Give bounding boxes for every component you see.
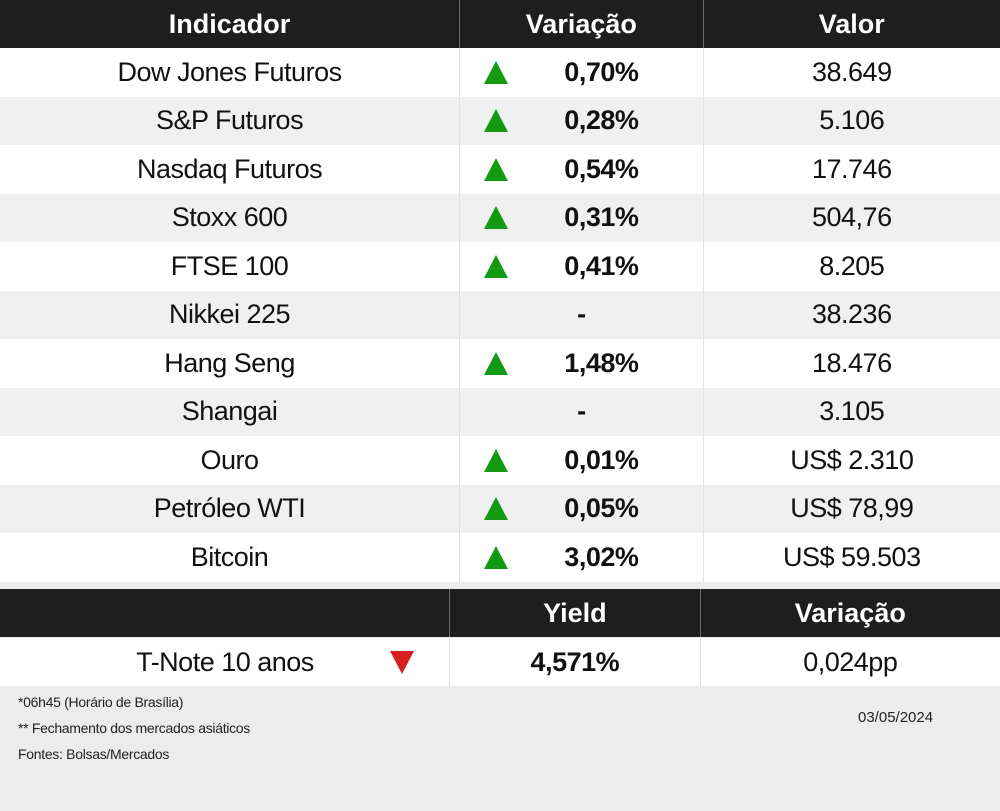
treasury-header-yield: Yield xyxy=(450,589,701,637)
indicator-name: Shangai xyxy=(0,387,461,436)
table-header: Indicador Variação Valor xyxy=(0,0,1000,48)
table-row: Bitcoin 3,02% US$ 59.503 xyxy=(0,533,1000,582)
variation-cell: - xyxy=(460,387,704,436)
variation-cell: 0,31% xyxy=(460,193,704,242)
table-row: S&P Futuros 0,28% 5.106 xyxy=(0,96,1000,145)
treasury-yield: 4,571% xyxy=(450,638,701,686)
treasury-indicator-cell: T-Note 10 anos xyxy=(0,638,451,686)
indicator-value: 38.649 xyxy=(812,56,892,87)
variation-cell: - xyxy=(460,290,704,339)
triangle-up-icon xyxy=(484,60,509,84)
variation-value: 1,48% xyxy=(564,347,639,378)
indicator-value: 8.205 xyxy=(819,250,885,281)
triangle-up-icon xyxy=(484,545,509,569)
variation-value: 0,28% xyxy=(564,105,639,136)
indicator-value: 38.236 xyxy=(812,299,892,330)
footnote-asia: ** Fechamento dos mercados asiáticos xyxy=(18,720,250,736)
treasury-header: Yield Variação xyxy=(0,589,1000,637)
triangle-down-icon xyxy=(390,650,414,674)
treasury-row: T-Note 10 anos 4,571% 0,024pp xyxy=(0,638,1000,686)
variation-cell: 0,05% xyxy=(460,484,704,533)
indicator-value: 18.476 xyxy=(812,347,892,378)
header-indicador: Indicador xyxy=(0,0,461,48)
variation-value: 0,54% xyxy=(564,153,639,184)
table-row: Nikkei 225 - 38.236 xyxy=(0,290,1000,339)
indicator-value: 5.106 xyxy=(819,105,885,136)
triangle-up-icon xyxy=(484,448,509,472)
indicator-value: US$ 78,99 xyxy=(790,493,914,524)
indicator-name: Petróleo WTI xyxy=(0,484,461,533)
variation-value: - xyxy=(577,396,586,427)
variation-value: 3,02% xyxy=(564,541,639,572)
variation-value: 0,70% xyxy=(564,56,639,87)
table-row: Dow Jones Futuros 0,70% 38.649 xyxy=(0,48,1000,97)
triangle-up-icon xyxy=(484,109,509,133)
indicator-value: US$ 59.503 xyxy=(782,541,921,572)
table-row: Ouro 0,01% US$ 2.310 xyxy=(0,436,1000,485)
variation-value: 0,41% xyxy=(564,250,639,281)
indicator-value: 17.746 xyxy=(812,153,892,184)
treasury-header-variacao: Variação xyxy=(794,597,906,628)
indicator-value: 504,76 xyxy=(812,202,892,233)
table-row: Shangai - 3.105 xyxy=(0,387,1000,436)
variation-value: - xyxy=(577,299,586,330)
indicator-value: US$ 2.310 xyxy=(790,444,914,475)
indicator-name: S&P Futuros xyxy=(0,96,461,145)
footnote-time: *06h45 (Horário de Brasília) xyxy=(18,694,184,710)
variation-value: 0,01% xyxy=(564,444,639,475)
table-row: FTSE 100 0,41% 8.205 xyxy=(0,242,1000,291)
indicator-name: Ouro xyxy=(0,436,461,485)
indicator-name: Dow Jones Futuros xyxy=(0,48,461,97)
variation-cell: 0,41% xyxy=(460,242,704,291)
indicator-value: 3.105 xyxy=(819,396,885,427)
variation-cell: 0,54% xyxy=(460,145,704,194)
variation-value: 0,31% xyxy=(564,202,639,233)
table-row: Hang Seng 1,48% 18.476 xyxy=(0,339,1000,388)
variation-cell: 0,01% xyxy=(460,436,704,485)
header-variacao: Variação xyxy=(460,0,704,48)
indicator-name: FTSE 100 xyxy=(0,242,461,291)
triangle-up-icon xyxy=(484,254,509,278)
header-valor: Valor xyxy=(818,8,885,39)
variation-value: 0,05% xyxy=(564,493,639,524)
indicator-name: Hang Seng xyxy=(0,339,461,388)
variation-cell: 1,48% xyxy=(460,339,704,388)
indicator-name: Bitcoin xyxy=(0,533,461,582)
indicator-name: Stoxx 600 xyxy=(0,193,461,242)
treasury-variacao: 0,024pp xyxy=(803,646,898,677)
triangle-up-icon xyxy=(484,351,509,375)
triangle-up-icon xyxy=(484,206,509,230)
treasury-header-blank xyxy=(0,589,451,637)
indicator-name: Nasdaq Futuros xyxy=(0,145,461,194)
triangle-up-icon xyxy=(484,157,509,181)
table-row: Nasdaq Futuros 0,54% 17.746 xyxy=(0,145,1000,194)
indicator-name: Nikkei 225 xyxy=(0,290,461,339)
indicator-table-body: Dow Jones Futuros 0,70% 38.649 S&P Futuros 0… xyxy=(0,48,1000,582)
triangle-up-icon xyxy=(484,497,509,521)
table-row: Stoxx 600 0,31% 504,76 xyxy=(0,193,1000,242)
variation-cell: 0,70% xyxy=(460,48,704,97)
treasury-indicator-label: T-Note 10 anos xyxy=(136,646,314,677)
variation-cell: 0,28% xyxy=(460,96,704,145)
footnote-sources: Fontes: Bolsas/Mercados xyxy=(18,746,170,762)
table-row: Petróleo WTI 0,05% US$ 78,99 xyxy=(0,484,1000,533)
variation-cell: 3,02% xyxy=(460,533,704,582)
report-date: 03/05/2024 xyxy=(858,709,934,726)
